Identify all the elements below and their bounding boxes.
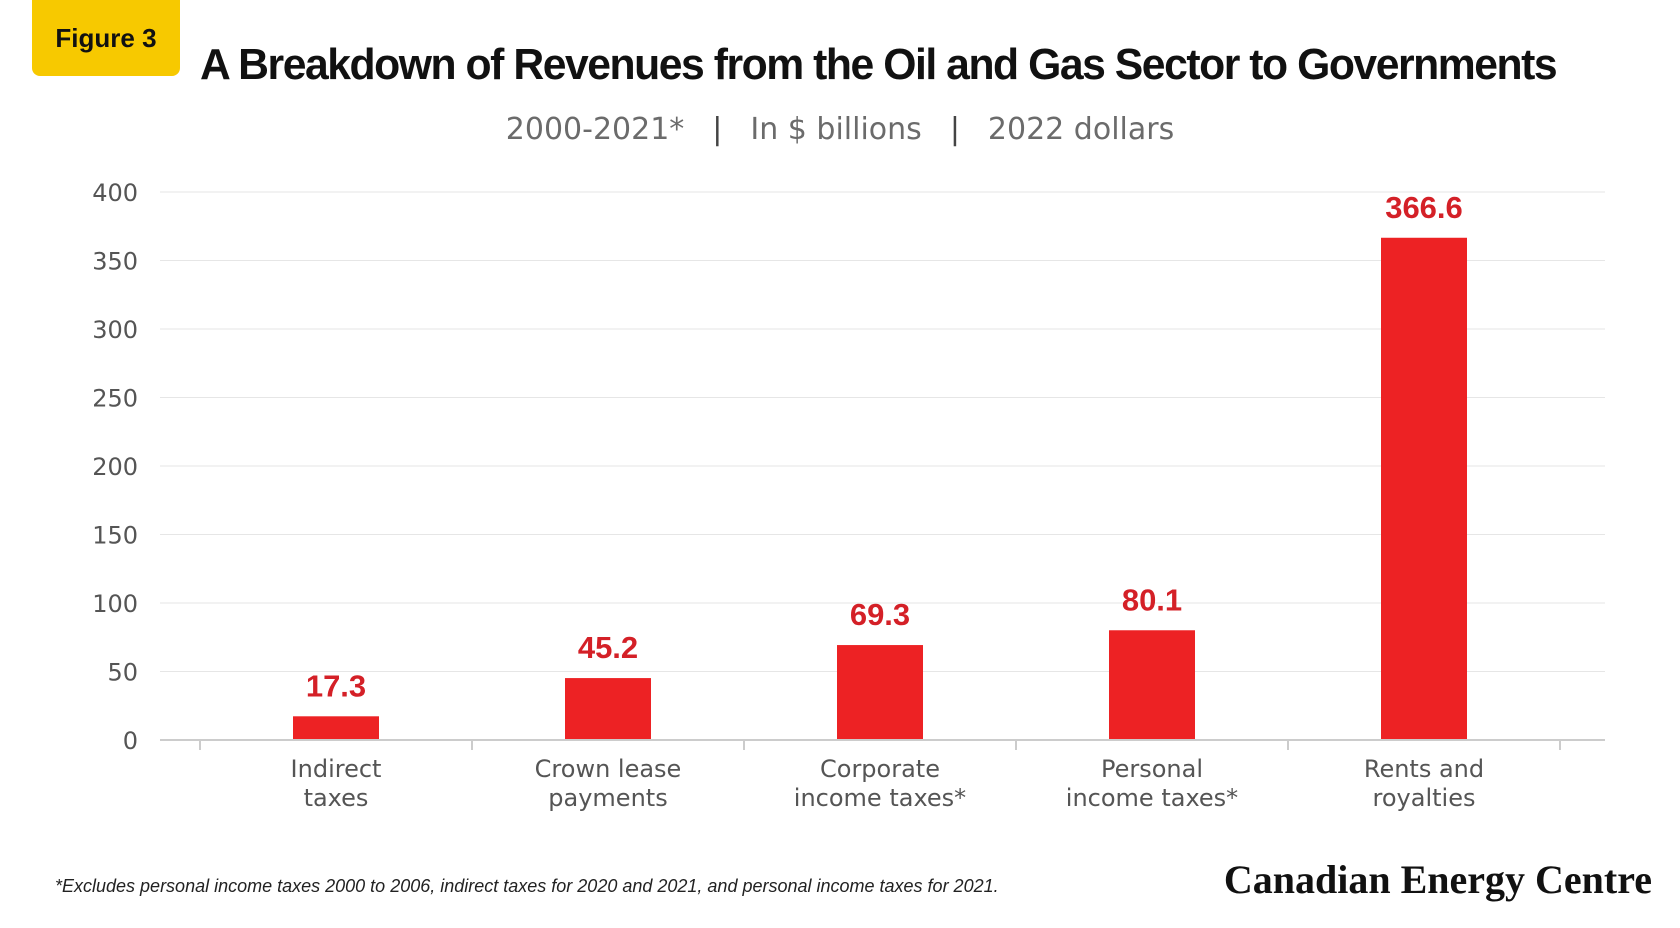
bar [837, 645, 923, 740]
brand-logo: Canadian Energy Centre [1223, 857, 1652, 902]
footnote: *Excludes personal income taxes 2000 to … [55, 876, 999, 896]
bar-chart: 0 50 100 150 200 250 300 350 400 17.3 45.2 69.3 80.… [92, 179, 1605, 812]
category-label: royalties [1373, 784, 1476, 812]
bar [1109, 630, 1195, 740]
y-axis-ticks: 0 50 100 150 200 250 300 350 400 [92, 179, 138, 755]
subtitle-separator: | [712, 112, 723, 147]
subtitle-separator: | [949, 112, 960, 147]
subtitle-basis: 2022 dollars [987, 112, 1175, 147]
category-label: income taxes* [794, 784, 966, 812]
y-tick-label: 50 [107, 659, 138, 687]
category-label: Personal [1101, 755, 1203, 783]
value-label: 69.3 [850, 597, 910, 632]
y-tick-label: 250 [92, 385, 138, 413]
value-label: 80.1 [1122, 582, 1182, 617]
figure-badge: Figure 3 [32, 0, 180, 76]
subtitle-period: 2000-2021* [505, 112, 685, 147]
y-tick-label: 200 [92, 453, 138, 481]
bar [293, 716, 379, 740]
value-labels: 17.3 45.2 69.3 80.1 366.6 [306, 190, 1463, 704]
subtitle-unit: In $ billions [750, 112, 922, 147]
y-tick-label: 100 [92, 590, 138, 618]
value-label: 17.3 [306, 668, 366, 703]
value-label: 45.2 [578, 630, 638, 665]
category-label: Rents and [1364, 755, 1484, 783]
chart-title: A Breakdown of Revenues from the Oil and… [200, 40, 1558, 89]
category-label: Crown lease [535, 755, 682, 783]
bar [1381, 237, 1467, 740]
y-tick-label: 0 [123, 727, 138, 755]
chart-subtitle: 2000-2021* | In $ billions | 2022 dollar… [0, 112, 1680, 147]
y-tick-label: 300 [92, 316, 138, 344]
category-label: income taxes* [1066, 784, 1238, 812]
y-tick-label: 150 [92, 522, 138, 550]
grid-lines [160, 191, 1605, 672]
bar [565, 678, 651, 740]
category-label: Indirect [291, 755, 382, 783]
y-tick-label: 350 [92, 248, 138, 276]
category-label: taxes [304, 784, 369, 812]
bars [293, 237, 1467, 740]
category-label: payments [548, 784, 667, 812]
category-label: Corporate [820, 755, 940, 783]
y-tick-label: 400 [92, 179, 138, 207]
value-label: 366.6 [1385, 190, 1463, 225]
